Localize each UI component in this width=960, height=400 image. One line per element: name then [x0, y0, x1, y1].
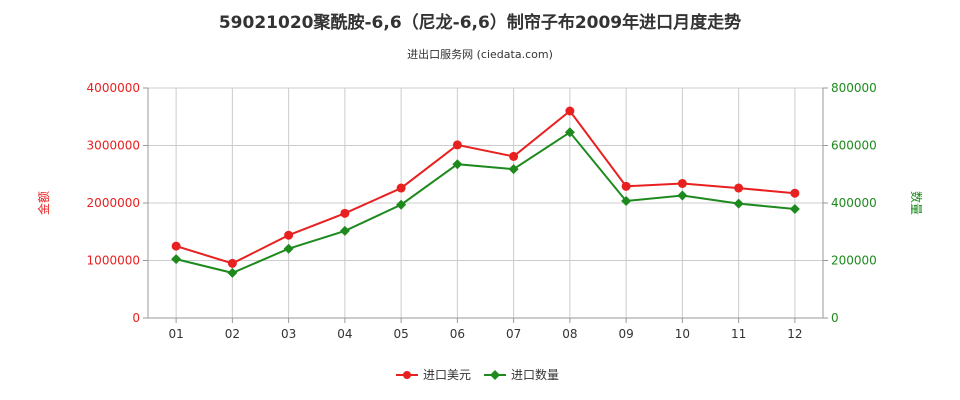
right-axis-title: 数量 — [909, 191, 924, 215]
series-0-point-6 — [509, 151, 519, 161]
left-axis-title: 金额 — [36, 191, 51, 215]
x-tick-label-2: 03 — [281, 327, 296, 341]
x-tick-label-0: 01 — [168, 327, 183, 341]
series-0-point-2 — [284, 230, 294, 240]
series-1-point-2 — [283, 243, 294, 254]
series-1-line — [175, 130, 795, 274]
series-1-point-1 — [227, 267, 238, 278]
x-tick-label-11: 12 — [787, 327, 802, 341]
x-tick-label-4: 05 — [393, 327, 408, 341]
legend-1-label: 进口数量 — [511, 367, 559, 382]
axes — [143, 87, 828, 323]
series-1-point-5 — [452, 159, 463, 170]
series-1-point-8 — [621, 195, 632, 206]
series-0-point-7 — [565, 106, 575, 116]
series-layer — [171, 106, 800, 278]
series-0-point-10 — [734, 183, 744, 193]
left-tick-label-4: 4000000 — [87, 81, 140, 95]
series-0-point-3 — [340, 208, 350, 218]
x-tick-label-9: 10 — [675, 327, 690, 341]
x-tick-label-10: 11 — [731, 327, 746, 341]
x-tick-label-7: 08 — [562, 327, 577, 341]
left-tick-label-1: 1000000 — [87, 254, 140, 268]
series-0-point-8 — [621, 181, 631, 191]
series-0-line — [175, 109, 795, 265]
series-1-point-4 — [396, 199, 407, 210]
left-tick-label-3: 3000000 — [87, 139, 140, 153]
series-0-point-1 — [227, 258, 237, 268]
legend-item-1[interactable]: 进口数量 — [484, 367, 559, 382]
series-1-point-10 — [733, 198, 744, 209]
grid — [148, 87, 823, 319]
x-tick-label-3: 04 — [337, 327, 352, 341]
legend-0-marker — [403, 371, 411, 379]
x-tick-label-8: 09 — [618, 327, 633, 341]
series-1-point-7 — [564, 127, 575, 138]
left-tick-label-2: 2000000 — [87, 196, 140, 210]
series-0-point-11 — [790, 188, 800, 198]
legend-1-marker — [490, 370, 500, 380]
series-1-point-3 — [339, 225, 350, 236]
right-tick-label-1: 200000 — [831, 254, 877, 268]
right-tick-label-0: 0 — [831, 311, 839, 325]
right-tick-label-3: 600000 — [831, 139, 877, 153]
series-1-point-0 — [171, 254, 182, 265]
right-axis-ticks: 0 200000 400000 600000 800000 — [831, 81, 877, 325]
legend-0-label: 进口美元 — [423, 368, 471, 382]
x-axis-ticks: 01 02 03 04 05 06 07 08 09 10 11 12 — [168, 327, 802, 341]
x-tick-label-5: 06 — [450, 327, 465, 341]
x-tick-label-6: 07 — [506, 327, 521, 341]
left-axis-ticks: 0 1000000 2000000 3000000 4000000 — [87, 81, 140, 325]
legend: 进口美元 进口数量 — [396, 367, 559, 382]
x-tick-label-1: 02 — [225, 327, 240, 341]
series-0-point-0 — [171, 241, 181, 251]
legend-item-0[interactable]: 进口美元 — [396, 368, 471, 382]
right-tick-label-2: 400000 — [831, 196, 877, 210]
series-0-point-4 — [396, 183, 406, 193]
series-1-point-9 — [677, 190, 688, 201]
chart-title: 59021020聚酰胺-6,6（尼龙-6,6）制帘子布2009年进口月度走势 — [219, 12, 741, 33]
left-tick-label-0: 0 — [132, 311, 140, 325]
series-0-point-9 — [677, 178, 687, 188]
series-1-point-11 — [789, 204, 800, 215]
series-1-point-6 — [508, 164, 519, 175]
right-tick-label-4: 800000 — [831, 81, 877, 95]
chart-subtitle: 进出口服务网 (ciedata.com) — [407, 47, 553, 61]
series-0-point-5 — [452, 140, 462, 150]
